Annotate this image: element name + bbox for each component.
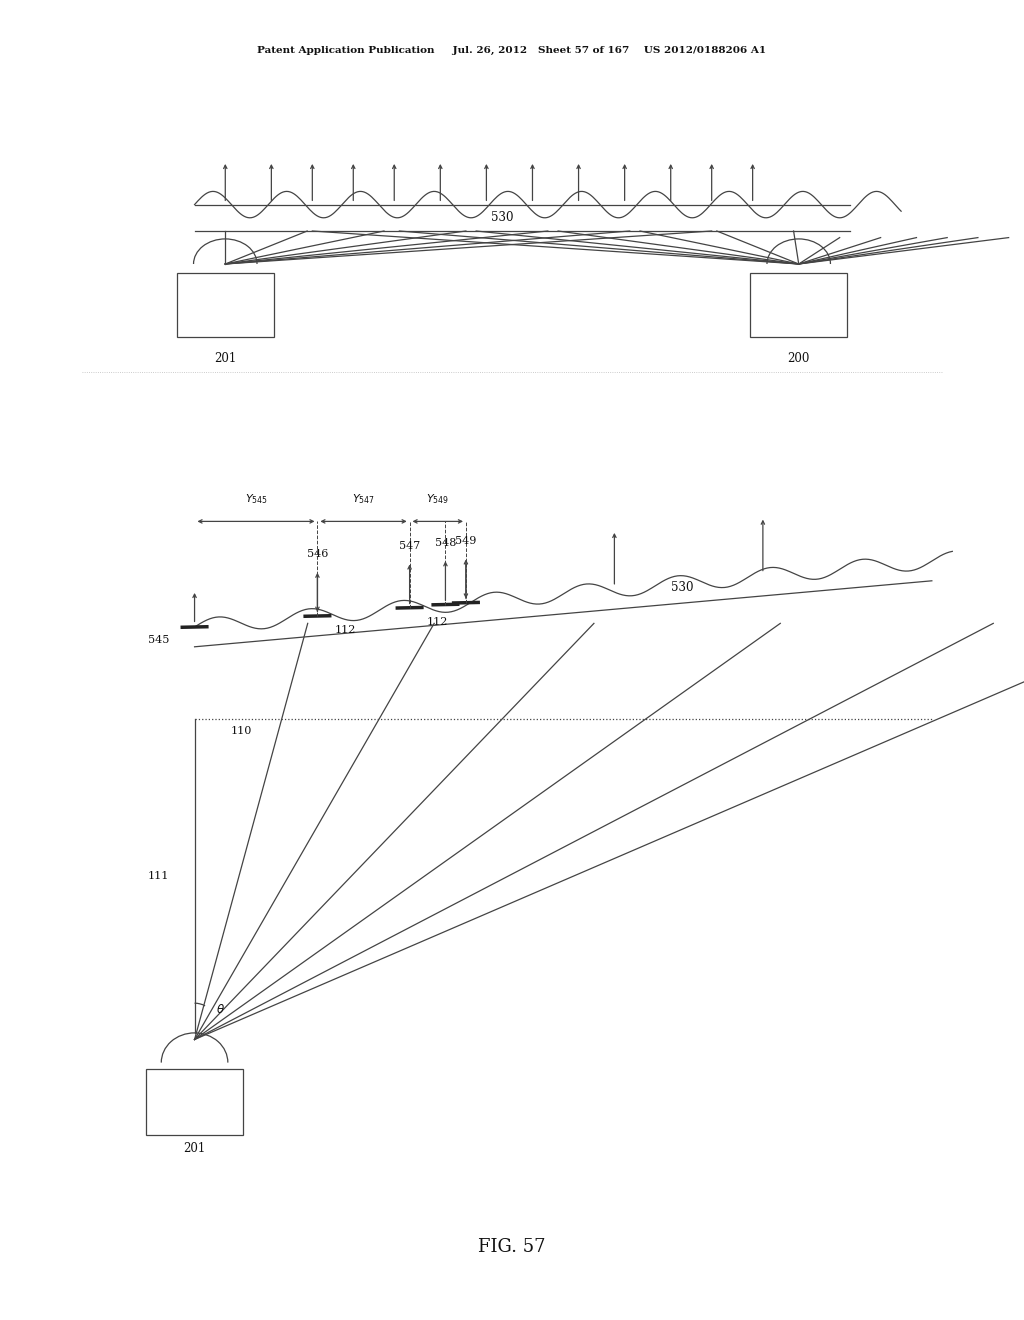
Text: 110: 110 (230, 726, 252, 737)
Text: 111: 111 (147, 871, 169, 882)
Bar (750, 273, 848, 337)
Text: 530: 530 (671, 581, 693, 594)
Text: 545: 545 (147, 635, 169, 645)
Text: 112: 112 (427, 616, 449, 627)
Text: 112: 112 (335, 624, 356, 635)
Text: Patent Application Publication     Jul. 26, 2012   Sheet 57 of 167    US 2012/01: Patent Application Publication Jul. 26, … (257, 46, 767, 54)
Bar (146, 1069, 244, 1135)
Text: 549: 549 (456, 536, 476, 546)
Text: 547: 547 (399, 541, 420, 550)
Text: 546: 546 (307, 549, 328, 560)
Text: FIG. 57: FIG. 57 (478, 1238, 546, 1257)
Text: 201: 201 (214, 352, 237, 366)
Bar (176, 273, 273, 337)
Text: 200: 200 (787, 352, 810, 366)
Text: 548: 548 (435, 537, 456, 548)
Text: $\theta$: $\theta$ (216, 1003, 224, 1016)
Text: $Y_{549}$: $Y_{549}$ (426, 492, 450, 506)
Text: $Y_{545}$: $Y_{545}$ (245, 492, 267, 506)
Text: 530: 530 (490, 211, 513, 224)
Text: 201: 201 (183, 1142, 206, 1155)
Text: $Y_{547}$: $Y_{547}$ (352, 492, 375, 506)
